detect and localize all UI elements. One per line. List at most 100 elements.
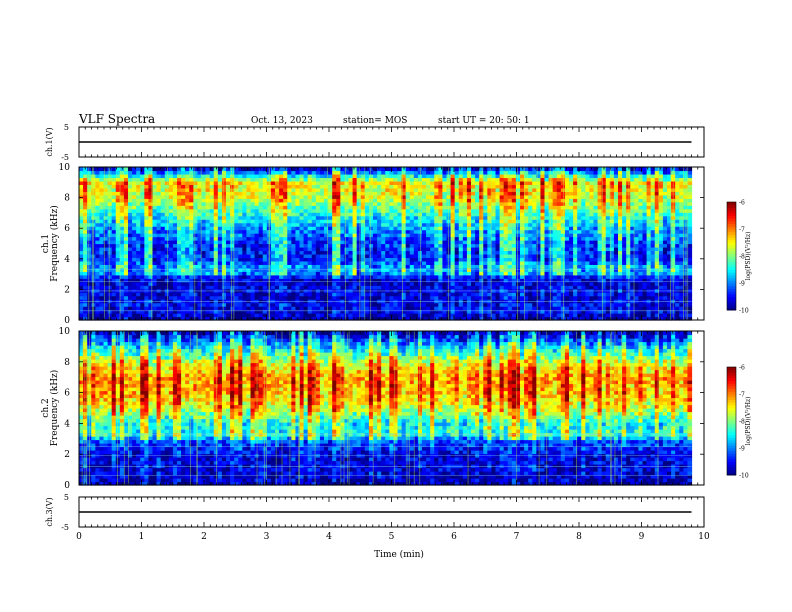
- colorbar-segment: [727, 307, 736, 311]
- ch3-waveform-panel: 5 -5 0 1 2 3 4 5 6 7 8 9 10 ch.3(V): [45, 493, 710, 542]
- colorbar-ch2: -6 -7 -8 -9 -10 log(PSD)(V²/Hz): [726, 365, 752, 480]
- y-tick-label: 0: [64, 481, 70, 491]
- x-tick-label: 8: [576, 532, 582, 542]
- ch1-spectrogram-panel: 0 2 4 6 8 10 ch.1 Frequency (kHz): [41, 163, 705, 326]
- colorbar-segment: [727, 250, 736, 254]
- colorbar-segment: [727, 296, 736, 300]
- colorbar-segment: [727, 372, 736, 376]
- colorbar-tick-label: -7: [739, 392, 745, 399]
- colorbar-frame: [726, 201, 737, 311]
- y-tick-label: -5: [61, 523, 69, 532]
- colorbar-segment: [727, 207, 736, 211]
- y-tick-label: 8: [64, 194, 70, 204]
- colorbar-segment: [727, 426, 736, 430]
- colorbar-segment: [727, 283, 736, 287]
- colorbar-segment: [727, 256, 736, 260]
- colorbar-segment: [727, 245, 736, 249]
- colorbar-frame: [726, 366, 737, 476]
- spectrogram-cells: [79, 331, 693, 486]
- colorbar-segment: [727, 264, 736, 268]
- colorbar-segment: [727, 367, 736, 371]
- colorbar-segment: [727, 220, 736, 225]
- colorbar-segment: [727, 234, 736, 238]
- y-tick-label: 10: [59, 327, 71, 337]
- colorbar-tick-label: -9: [739, 281, 745, 288]
- colorbar-segment: [727, 448, 736, 452]
- colorbar-segment: [727, 431, 736, 435]
- colorbar-tick-label: -8: [739, 419, 745, 426]
- x-tick-label: 1: [139, 532, 145, 542]
- y-tick-label: 4: [64, 255, 70, 265]
- colorbar-segment: [727, 388, 736, 392]
- colorbar-segment: [727, 423, 736, 427]
- colorbar-segment: [727, 261, 736, 265]
- colorbar-segment: [727, 266, 736, 270]
- colorbar-segment: [727, 277, 736, 281]
- colorbar-segment: [727, 253, 736, 257]
- y-axis-label: Frequency (kHz): [49, 370, 60, 447]
- colorbar-segment: [727, 404, 736, 408]
- y-tick-label: 5: [64, 123, 69, 132]
- colorbar-segment: [727, 223, 736, 227]
- figure-title: VLF Spectra: [78, 112, 155, 126]
- colorbar-segment: [727, 247, 736, 252]
- spectrogram-cells: [79, 167, 693, 321]
- colorbar-segment: [727, 439, 736, 444]
- colorbar-segment: [727, 301, 736, 306]
- colorbar-segment: [727, 385, 736, 390]
- colorbar-segment: [727, 453, 736, 457]
- colorbar-segment: [727, 242, 736, 246]
- colorbar-segment: [727, 458, 736, 462]
- colorbar-segment: [727, 229, 736, 233]
- colorbar-segment: [727, 434, 736, 438]
- colorbar-segment: [727, 415, 736, 419]
- x-tick-label: 9: [639, 532, 645, 542]
- colorbar-tick-label: -7: [739, 227, 745, 234]
- colorbar-segment: [727, 226, 736, 230]
- colorbar-segment: [727, 369, 736, 373]
- x-tick-label: 4: [326, 532, 332, 542]
- colorbar-segment: [727, 285, 736, 289]
- colorbar-segment: [727, 377, 736, 381]
- colorbar-segment: [727, 215, 736, 219]
- y-tick-label: 10: [59, 163, 71, 173]
- station-label: station= MOS: [343, 116, 407, 126]
- x-tick-label: 3: [264, 532, 270, 542]
- colorbar-segment: [727, 288, 736, 292]
- colorbar-segment: [727, 202, 736, 206]
- x-tick-label: 5: [389, 532, 395, 542]
- colorbar-segment: [727, 380, 736, 384]
- y-tick-label: 0: [64, 316, 70, 326]
- colorbar-segment: [727, 445, 736, 449]
- colorbar-segment: [727, 258, 736, 262]
- ch1-waveform-panel: 5 -5 ch.1(V): [45, 123, 705, 162]
- colorbar-segment: [727, 456, 736, 460]
- colorbar-segment: [727, 469, 736, 473]
- y-axis-label: ch.1(V): [45, 127, 54, 156]
- colorbar-label: log(PSD)(V²/Hz): [745, 232, 752, 281]
- colorbar-segment: [727, 402, 736, 406]
- colorbar-segment: [727, 450, 736, 454]
- x-tick-label: 2: [201, 532, 207, 542]
- colorbar-segment: [727, 231, 736, 235]
- y-tick-label: 5: [64, 493, 69, 502]
- colorbar-segment: [727, 210, 736, 214]
- y-tick-label: 4: [64, 419, 70, 429]
- y-axis-label: ch.2: [41, 398, 51, 417]
- colorbar-segment: [727, 421, 736, 425]
- y-axis-label: ch.3(V): [45, 497, 54, 526]
- colorbar-segment: [727, 375, 736, 379]
- colorbar-tick-label: -8: [739, 254, 745, 261]
- colorbar-tick-label: -9: [739, 446, 745, 453]
- colorbar-segment: [727, 437, 736, 441]
- y-tick-label: 2: [64, 285, 70, 295]
- colorbar-segment: [727, 394, 736, 398]
- colorbar-segment: [727, 293, 736, 297]
- colorbar-segment: [727, 218, 736, 222]
- ch2-spectrogram-panel: 0 2 4 6 8 10 ch.2 Frequency (kHz): [41, 327, 705, 491]
- colorbar-ch1: -6 -7 -8 -9 -10 log(PSD)(V²/Hz): [726, 200, 752, 315]
- x-tick-label: 0: [76, 532, 82, 542]
- colorbar-tick-label: -10: [739, 308, 749, 315]
- y-tick-label: 6: [64, 224, 70, 234]
- y-tick-label: 8: [64, 358, 70, 368]
